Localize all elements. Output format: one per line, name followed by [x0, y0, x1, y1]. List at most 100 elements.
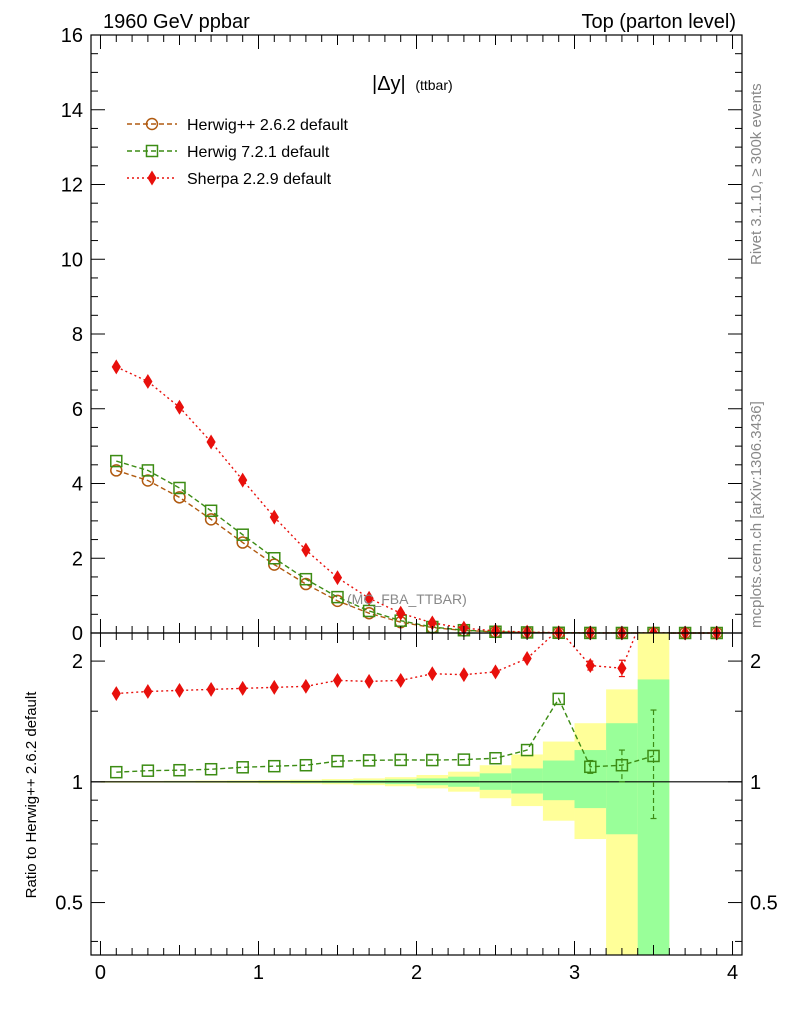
ratio-data-point	[459, 667, 469, 683]
main-data-point	[236, 536, 249, 549]
ratio-data-point	[174, 682, 185, 698]
legend-entry: Herwig 7.2.1 default	[127, 144, 330, 161]
ratio-series-0	[110, 692, 660, 820]
ratio-data-point	[647, 749, 660, 763]
main-series-line	[116, 460, 717, 634]
mcplots-label: mcplots.cern.ch [arXiv:1306.3436]	[748, 401, 765, 628]
main-y-tick-label: 14	[61, 100, 83, 122]
ratio-data-point	[299, 758, 313, 772]
ratio-data-point	[584, 760, 597, 774]
main-data-point	[269, 509, 279, 525]
main-data-point	[238, 472, 248, 488]
main-data-point	[111, 359, 121, 375]
main-y-tick-label: 10	[61, 249, 83, 271]
x-tick-label: 4	[727, 962, 738, 984]
ratio-data-point	[650, 584, 658, 597]
ratio-uncertainty-bands	[91, 633, 742, 955]
ratio-y-tick-label: 2	[72, 651, 83, 673]
legend-label: Sherpa 2.2.9 default	[187, 171, 332, 188]
main-y-tick-label: 2	[72, 548, 83, 570]
main-data-point	[236, 528, 249, 541]
legend: Herwig++ 2.6.2 default Herwig 7.2.1 defau…	[127, 117, 349, 188]
ratio-data-point	[111, 686, 121, 701]
rivet-version-label: Rivet 3.1.10, ≥ 300k events	[748, 83, 765, 265]
ratio-plot-area	[110, 584, 660, 820]
ratio-data-point	[173, 763, 186, 777]
ratio-y-axis-label: Ratio to Herwig++ 2.6.2 default	[23, 691, 40, 899]
ratio-band-green	[511, 768, 543, 794]
ratio-data-point	[490, 664, 501, 680]
plot-title-sub: (ttbar)	[415, 77, 452, 93]
ratio-data-point	[206, 681, 216, 697]
ratio-data-point	[615, 758, 629, 772]
legend-entry: Herwig++ 2.6.2 default	[127, 117, 349, 134]
ratio-y-tick-label-right: 1	[750, 772, 761, 794]
ratio-data-point	[269, 679, 279, 695]
main-data-point	[143, 374, 153, 389]
ratio-data-point	[427, 666, 437, 682]
plot-title-main: |Δy|	[372, 73, 406, 95]
main-data-point	[173, 481, 186, 495]
ratio-data-point	[522, 651, 532, 666]
ratio-data-point	[204, 762, 218, 776]
x-tick-label: 2	[411, 962, 422, 984]
ratio-data-point	[143, 684, 153, 699]
main-series-1	[110, 454, 723, 640]
ratio-data-point	[426, 753, 439, 767]
ratio-y-tick-label: 0.5	[55, 893, 83, 915]
ratio-band-green	[574, 750, 607, 809]
main-data-point	[141, 464, 155, 477]
legend-marker	[145, 117, 159, 131]
main-panel: 0 2 4 6 8 10 12 14 16 |Δy| (ttbar) (MC_FBA_TTBAR…	[61, 25, 743, 645]
main-data-point	[396, 605, 406, 621]
ratio-y-tick-label-right: 0.5	[750, 893, 778, 915]
ratio-data-point	[552, 692, 565, 706]
ratio-series-1	[111, 584, 658, 701]
main-data-point	[301, 542, 311, 558]
main-data-point	[141, 474, 155, 487]
main-data-point	[364, 590, 374, 606]
main-data-point	[204, 513, 218, 526]
main-y-tick-label: 0	[72, 623, 83, 645]
ratio-data-point	[520, 743, 534, 757]
ratio-data-point	[236, 761, 249, 774]
ratio-data-point	[364, 673, 374, 689]
main-series-line	[116, 469, 717, 634]
plot-title: |Δy| (ttbar)	[372, 73, 453, 95]
ratio-data-point	[238, 680, 248, 696]
x-tick-label: 1	[253, 962, 264, 984]
ratio-panel: 0.5 0.5 1 1 2 2 0 1 2 3 4 Ratio to Herwig++ 2.6.2…	[23, 584, 778, 984]
ratio-data-point	[141, 764, 155, 777]
legend-label: Herwig++ 2.6.2 default	[187, 117, 349, 134]
main-data-point	[268, 552, 281, 565]
main-data-point	[174, 399, 185, 415]
legend-marker	[147, 170, 157, 186]
x-tick-label: 3	[569, 962, 580, 984]
ratio-data-point	[332, 672, 343, 688]
main-y-tick-label: 16	[61, 25, 83, 47]
main-y-tick-label: 8	[72, 324, 83, 346]
header-right-label: Top (parton level)	[581, 11, 736, 33]
main-data-point	[268, 558, 281, 571]
main-data-point	[204, 504, 218, 518]
header-left-label: 1960 GeV ppbar	[103, 11, 250, 33]
ratio-data-point	[617, 660, 627, 676]
main-data-point	[173, 491, 186, 504]
ratio-series-line	[116, 633, 637, 695]
analysis-label: (MC_FBA_TTBAR)	[347, 591, 467, 607]
main-data-point	[206, 434, 216, 450]
ratio-data-point	[268, 759, 281, 773]
main-data-point	[331, 590, 344, 604]
main-series-0	[110, 464, 723, 640]
main-data-point	[299, 572, 313, 586]
main-series-line	[115, 366, 717, 634]
main-y-axis: 0 2 4 6 8 10 12 14 16	[61, 25, 742, 645]
ratio-data-point	[489, 751, 502, 765]
main-data-point	[110, 454, 123, 468]
legend-entry: Sherpa 2.2.9 default	[127, 170, 332, 188]
ratio-data-point	[394, 753, 407, 767]
main-data-point	[332, 570, 343, 586]
ratio-data-point	[331, 754, 344, 768]
main-y-tick-label: 4	[72, 474, 83, 496]
